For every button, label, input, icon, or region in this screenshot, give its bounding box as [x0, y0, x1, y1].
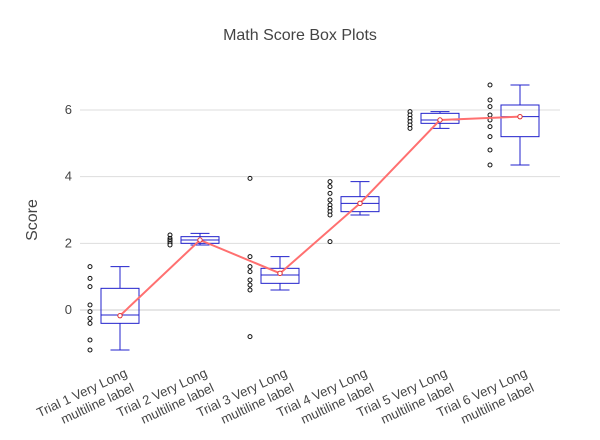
- mean-marker: [197, 237, 203, 243]
- x-tick-label: Trial 2 Very Longmultiline label: [114, 365, 216, 435]
- box-plot-group: [247, 175, 300, 340]
- mean-marker: [117, 312, 123, 319]
- data-point: [167, 242, 173, 248]
- data-point: [87, 284, 93, 290]
- mean-trend-line: [119, 115, 521, 317]
- y-tick-label: 2: [65, 235, 72, 250]
- data-point: [407, 125, 413, 131]
- chart-title: Math Score Box Plots: [223, 27, 377, 44]
- mean-marker: [517, 113, 523, 120]
- y-axis-ticks: 0 2 4 6: [65, 102, 72, 317]
- box-plot-group: [487, 82, 540, 168]
- y-axis-label: Score: [24, 199, 41, 241]
- data-point: [87, 302, 93, 308]
- data-point: [327, 179, 333, 185]
- box-plot-group: [407, 109, 460, 131]
- data-point: [247, 334, 253, 340]
- data-point: [487, 147, 493, 153]
- data-point: [247, 254, 253, 260]
- mean-marker: [357, 200, 363, 207]
- data-point: [87, 347, 93, 353]
- data-point: [487, 134, 493, 140]
- y-tick-label: 4: [65, 169, 72, 184]
- data-point: [487, 97, 493, 103]
- data-point: [327, 190, 333, 196]
- mean-trend: [117, 113, 523, 319]
- data-point: [327, 184, 333, 190]
- data-point: [327, 197, 333, 203]
- box-iqr: [100, 287, 140, 324]
- data-point: [87, 315, 93, 321]
- box-plots: [87, 82, 540, 353]
- data-point: [487, 124, 493, 130]
- x-tick-label: Trial 3 Very Longmultiline label: [194, 365, 296, 435]
- data-point: [487, 112, 493, 118]
- box-plot-group: [87, 264, 140, 353]
- data-point: [327, 212, 333, 218]
- data-point: [487, 82, 493, 88]
- box-iqr: [340, 196, 380, 213]
- data-point: [87, 337, 93, 343]
- data-point: [327, 239, 333, 245]
- gridlines: [80, 109, 560, 311]
- data-point: [87, 264, 93, 270]
- box-iqr: [500, 104, 540, 138]
- data-point: [487, 162, 493, 168]
- y-tick-label: 0: [65, 302, 72, 317]
- data-point: [87, 275, 93, 281]
- x-tick-label: Trial 6 Very Longmultiline label: [434, 365, 536, 435]
- y-tick-label: 6: [65, 102, 72, 117]
- box-plot-group: [327, 179, 380, 245]
- data-point: [247, 175, 253, 181]
- data-point: [487, 104, 493, 110]
- mean-marker: [437, 117, 443, 123]
- data-point: [247, 269, 253, 275]
- box-iqr: [260, 267, 300, 284]
- data-point: [247, 282, 253, 288]
- data-point: [87, 320, 93, 326]
- x-tick-label: Trial 4 Very Longmultiline label: [274, 365, 376, 435]
- data-point: [87, 309, 93, 315]
- data-point: [247, 264, 253, 270]
- x-tick-label: Trial 5 Very Longmultiline label: [354, 365, 456, 435]
- x-tick-label: Trial 1 Very Longmultiline label: [34, 365, 136, 435]
- mean-marker: [277, 270, 283, 277]
- data-point: [247, 287, 253, 293]
- data-point: [247, 277, 253, 283]
